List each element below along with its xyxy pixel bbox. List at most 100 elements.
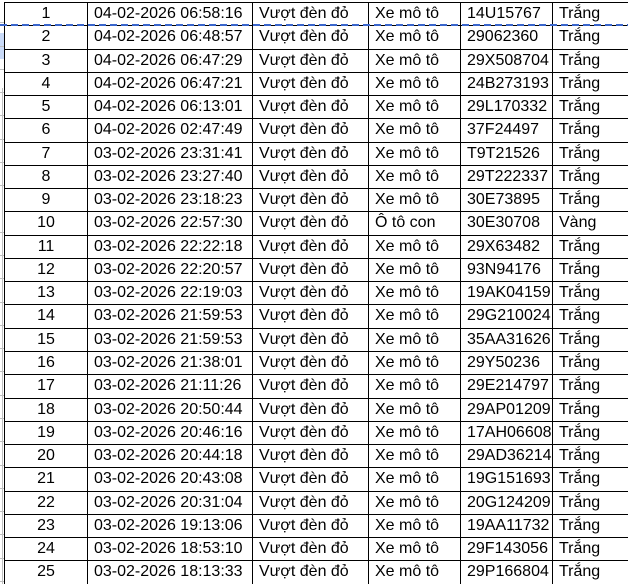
cell-violation[interactable]: Vượt đèn đỏ bbox=[253, 514, 369, 539]
cell-vehicle-type[interactable]: Xe mô tô bbox=[369, 72, 461, 97]
cell-vehicle-type[interactable]: Xe mô tô bbox=[369, 561, 461, 584]
cell-violation[interactable]: Vượt đèn đỏ bbox=[253, 96, 369, 120]
cell-vehicle-color[interactable]: Trắng bbox=[553, 375, 628, 399]
cell-license-plate[interactable]: 20G124209 bbox=[461, 491, 553, 515]
cell-vehicle-color[interactable]: Trắng bbox=[553, 189, 628, 213]
cell-datetime[interactable]: 03-02-2026 21:38:01 bbox=[88, 351, 253, 376]
cell-datetime[interactable]: 03-02-2026 20:46:16 bbox=[88, 421, 253, 446]
cell-vehicle-color[interactable]: Trắng bbox=[553, 166, 628, 190]
cell-vehicle-type[interactable]: Xe mô tô bbox=[369, 235, 461, 259]
cell-license-plate[interactable]: 29P166804 bbox=[461, 561, 553, 584]
cell-vehicle-color[interactable]: Trắng bbox=[553, 119, 628, 143]
cell-vehicle-color[interactable]: Trắng bbox=[553, 445, 628, 469]
cell-vehicle-color[interactable]: Trắng bbox=[553, 143, 628, 166]
cell-license-plate[interactable]: 29E214797 bbox=[461, 375, 553, 399]
cell-license-plate[interactable]: 29062360 bbox=[461, 26, 553, 50]
cell-vehicle-type[interactable]: Xe mô tô bbox=[369, 142, 461, 166]
cell-license-plate[interactable]: 29F143056 bbox=[461, 538, 553, 562]
cell-violation[interactable]: Vượt đèn đỏ bbox=[253, 165, 369, 190]
cell-violation[interactable]: Vượt đèn đỏ bbox=[253, 468, 369, 492]
cell-vehicle-type[interactable]: Xe mô tô bbox=[369, 468, 461, 492]
cell-license-plate[interactable]: 29AD36214 bbox=[461, 445, 553, 469]
cell-vehicle-type[interactable]: Xe mô tô bbox=[369, 26, 461, 50]
cell-vehicle-color[interactable]: Trắng bbox=[553, 96, 628, 120]
cell-vehicle-color[interactable]: Trắng bbox=[553, 50, 628, 73]
cell-datetime[interactable]: 03-02-2026 20:44:18 bbox=[88, 445, 253, 469]
cell-row-index[interactable]: 16 bbox=[5, 351, 88, 376]
cell-row-index[interactable]: 10 bbox=[5, 212, 88, 236]
cell-violation[interactable]: Vượt đèn đỏ bbox=[253, 398, 369, 422]
cell-row-index[interactable]: 13 bbox=[5, 282, 88, 306]
cell-row-index[interactable]: 23 bbox=[5, 514, 88, 539]
cell-violation[interactable]: Vượt đèn đỏ bbox=[253, 538, 369, 562]
cell-row-index[interactable]: 7 bbox=[5, 142, 88, 166]
cell-row-index[interactable]: 24 bbox=[5, 538, 88, 562]
cell-license-plate[interactable]: 19G151693 bbox=[461, 468, 553, 492]
cell-violation[interactable]: Vượt đèn đỏ bbox=[253, 142, 369, 166]
cell-vehicle-type[interactable]: Xe mô tô bbox=[369, 258, 461, 283]
cell-violation[interactable]: Vượt đèn đỏ bbox=[253, 445, 369, 469]
cell-datetime[interactable]: 03-02-2026 22:20:57 bbox=[88, 258, 253, 283]
cell-vehicle-type[interactable]: Ô tô con bbox=[369, 212, 461, 236]
cell-violation[interactable]: Vượt đèn đỏ bbox=[253, 212, 369, 236]
cell-vehicle-color[interactable]: Vàng bbox=[553, 212, 628, 236]
cell-vehicle-type[interactable]: Xe mô tô bbox=[369, 421, 461, 446]
cell-datetime[interactable]: 03-02-2026 19:13:06 bbox=[88, 514, 253, 539]
cell-violation[interactable]: Vượt đèn đỏ bbox=[253, 119, 369, 143]
cell-violation[interactable]: Vượt đèn đỏ bbox=[253, 561, 369, 584]
cell-vehicle-type[interactable]: Xe mô tô bbox=[369, 514, 461, 539]
cell-datetime[interactable]: 03-02-2026 20:50:44 bbox=[88, 398, 253, 422]
cell-vehicle-color[interactable]: Trắng bbox=[553, 468, 628, 492]
cell-row-index[interactable]: 20 bbox=[5, 445, 88, 469]
cell-vehicle-type[interactable]: Xe mô tô bbox=[369, 351, 461, 376]
cell-violation[interactable]: Vượt đèn đỏ bbox=[253, 328, 369, 352]
cell-row-index[interactable]: 8 bbox=[5, 165, 88, 190]
cell-vehicle-type[interactable]: Xe mô tô bbox=[369, 538, 461, 562]
cell-license-plate[interactable]: 30E73895 bbox=[461, 189, 553, 213]
cell-vehicle-type[interactable]: Xe mô tô bbox=[369, 491, 461, 515]
cell-row-index[interactable]: 15 bbox=[5, 328, 88, 352]
cell-datetime[interactable]: 04-02-2026 06:48:57 bbox=[88, 26, 253, 50]
cell-datetime[interactable]: 03-02-2026 22:19:03 bbox=[88, 282, 253, 306]
cell-vehicle-type[interactable]: Xe mô tô bbox=[369, 375, 461, 399]
cell-row-index[interactable]: 6 bbox=[5, 119, 88, 143]
cell-datetime[interactable]: 03-02-2026 23:18:23 bbox=[88, 189, 253, 213]
cell-datetime[interactable]: 04-02-2026 06:47:21 bbox=[88, 72, 253, 97]
cell-row-index[interactable]: 2 bbox=[5, 26, 88, 50]
cell-license-plate[interactable]: 19AA11732 bbox=[461, 514, 553, 539]
cell-datetime[interactable]: 03-02-2026 18:13:33 bbox=[88, 561, 253, 584]
cell-vehicle-color[interactable]: Trắng bbox=[553, 26, 628, 50]
cell-vehicle-type[interactable]: Xe mô tô bbox=[369, 165, 461, 190]
cell-vehicle-type[interactable]: Xe mô tô bbox=[369, 398, 461, 422]
cell-vehicle-type[interactable]: Xe mô tô bbox=[369, 3, 461, 27]
cell-datetime[interactable]: 03-02-2026 21:59:53 bbox=[88, 305, 253, 329]
cell-violation[interactable]: Vượt đèn đỏ bbox=[253, 258, 369, 283]
cell-vehicle-type[interactable]: Xe mô tô bbox=[369, 96, 461, 120]
cell-vehicle-type[interactable]: Xe mô tô bbox=[369, 189, 461, 213]
cell-license-plate[interactable]: 93N94176 bbox=[461, 258, 553, 283]
cell-vehicle-color[interactable]: Trắng bbox=[553, 3, 628, 27]
cell-vehicle-color[interactable]: Trắng bbox=[553, 305, 628, 329]
cell-violation[interactable]: Vượt đèn đỏ bbox=[253, 375, 369, 399]
cell-vehicle-type[interactable]: Xe mô tô bbox=[369, 445, 461, 469]
cell-violation[interactable]: Vượt đèn đỏ bbox=[253, 282, 369, 306]
cell-license-plate[interactable]: 29X508704 bbox=[461, 49, 553, 73]
cell-row-index[interactable]: 11 bbox=[5, 235, 88, 259]
cell-violation[interactable]: Vượt đèn đỏ bbox=[253, 3, 369, 27]
cell-datetime[interactable]: 03-02-2026 20:43:08 bbox=[88, 468, 253, 492]
cell-datetime[interactable]: 04-02-2026 02:47:49 bbox=[88, 119, 253, 143]
cell-license-plate[interactable]: 29Y50236 bbox=[461, 351, 553, 376]
cell-vehicle-type[interactable]: Xe mô tô bbox=[369, 49, 461, 73]
cell-datetime[interactable]: 03-02-2026 21:59:53 bbox=[88, 328, 253, 352]
cell-license-plate[interactable]: 29X63482 bbox=[461, 235, 553, 259]
cell-vehicle-type[interactable]: Xe mô tô bbox=[369, 119, 461, 143]
cell-license-plate[interactable]: 29AP01209 bbox=[461, 398, 553, 422]
cell-row-index[interactable]: 5 bbox=[5, 96, 88, 120]
cell-violation[interactable]: Vượt đèn đỏ bbox=[253, 351, 369, 376]
cell-datetime[interactable]: 03-02-2026 23:31:41 bbox=[88, 142, 253, 166]
cell-row-index[interactable]: 3 bbox=[5, 49, 88, 73]
cell-vehicle-color[interactable]: Trắng bbox=[553, 236, 628, 259]
cell-row-index[interactable]: 1 bbox=[5, 3, 88, 27]
cell-license-plate[interactable]: 37F24497 bbox=[461, 119, 553, 143]
cell-vehicle-color[interactable]: Trắng bbox=[553, 515, 628, 539]
